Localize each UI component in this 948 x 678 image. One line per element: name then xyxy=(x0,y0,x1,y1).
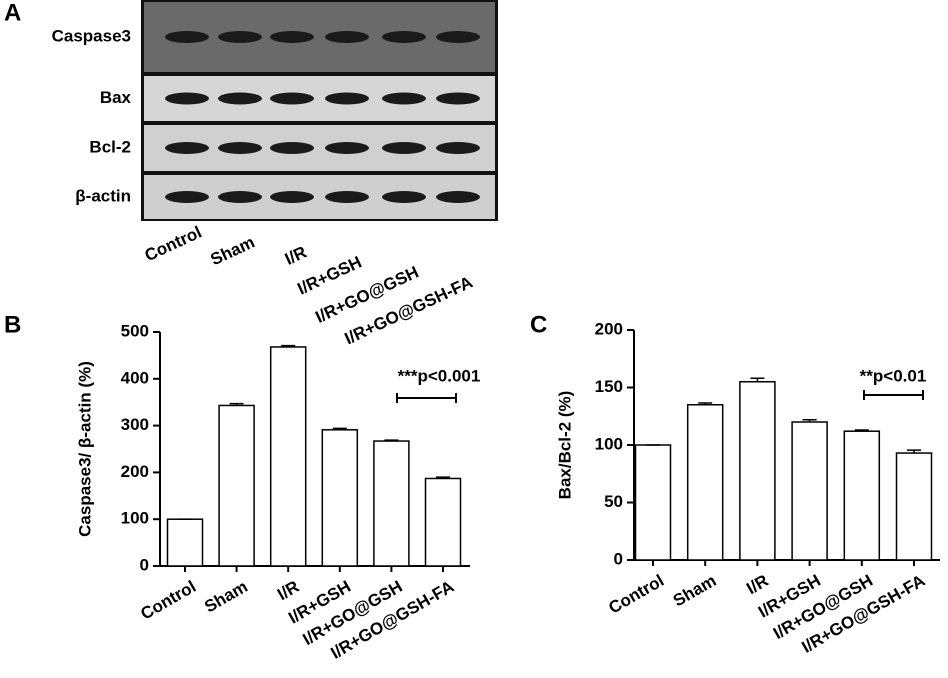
x-tick-label: I/R xyxy=(274,577,302,604)
blot-band xyxy=(270,92,314,105)
y-tick-label: 0 xyxy=(140,555,149,574)
bar xyxy=(269,346,307,567)
blot-band xyxy=(436,31,480,43)
blot-row-label: β-actin xyxy=(75,186,131,205)
x-tick-label: Control xyxy=(605,571,667,618)
bar xyxy=(634,444,672,561)
y-tick-label: 150 xyxy=(595,377,623,396)
blot-band xyxy=(270,31,314,43)
blot-band xyxy=(165,191,209,203)
blot-band xyxy=(165,92,209,105)
error-bar xyxy=(802,418,817,422)
bar xyxy=(218,404,255,567)
error-bar xyxy=(750,377,765,382)
blot-band xyxy=(165,142,209,154)
error-bar xyxy=(384,439,399,442)
blot-band xyxy=(436,92,480,105)
blot-band xyxy=(382,142,426,154)
error-bar xyxy=(698,402,713,405)
panel-label: B xyxy=(4,311,21,338)
annotation: **p<0.01 xyxy=(860,366,927,385)
bar xyxy=(739,381,776,561)
blot-band xyxy=(436,142,480,154)
panel-label: C xyxy=(530,311,547,338)
error-bar xyxy=(436,476,450,479)
y-tick-label: 400 xyxy=(121,368,149,387)
blot-band xyxy=(382,92,426,105)
blot-band xyxy=(325,92,369,105)
error-bar xyxy=(854,429,869,432)
bar xyxy=(686,404,724,561)
y-tick-label: 500 xyxy=(121,321,149,340)
bar xyxy=(373,440,410,567)
x-tick-label: Sham xyxy=(670,571,720,611)
blot-band xyxy=(436,191,480,203)
y-tick-label: 200 xyxy=(121,462,149,481)
y-tick-label: 300 xyxy=(121,415,149,434)
blot-band xyxy=(270,142,314,154)
error-bar xyxy=(332,427,347,430)
significance-bracket xyxy=(863,390,924,400)
x-tick-label: Sham xyxy=(201,577,251,617)
y-axis-label: Caspase3/ β-actin (%) xyxy=(75,361,94,537)
lane-label: Sham xyxy=(208,232,258,269)
blot-band xyxy=(218,31,262,43)
blot-row-label: Bax xyxy=(100,88,132,107)
y-tick-label: 100 xyxy=(595,434,623,453)
annotation: ***p<0.001 xyxy=(398,366,481,385)
y-tick-label: 50 xyxy=(604,492,623,511)
bar xyxy=(895,452,933,561)
blot-band xyxy=(270,191,314,203)
bar xyxy=(843,430,881,561)
y-tick-label: 200 xyxy=(595,319,623,338)
blot-band xyxy=(165,31,209,43)
blot-row-label: Bcl-2 xyxy=(89,137,131,156)
bar xyxy=(166,518,204,567)
blot-row-label: Caspase3 xyxy=(52,26,131,45)
blot-band xyxy=(218,142,262,154)
bar xyxy=(424,477,462,567)
y-axis-label: Bax/Bcl-2 (%) xyxy=(555,391,574,500)
blot-band xyxy=(218,191,262,203)
y-tick-label: 0 xyxy=(614,549,623,568)
blot-band xyxy=(218,92,262,105)
y-tick-label: 100 xyxy=(121,509,149,528)
blot-band xyxy=(325,31,369,43)
blot-band xyxy=(382,191,426,203)
blot-band xyxy=(325,191,369,203)
lane-label: I/R xyxy=(282,242,310,268)
error-bar xyxy=(229,402,244,406)
blot-band xyxy=(382,31,426,43)
error-bar xyxy=(281,344,296,347)
x-tick-label: Control xyxy=(137,577,199,624)
panel-label: A xyxy=(4,0,21,26)
bar xyxy=(791,421,828,561)
x-tick-label: I/R xyxy=(743,571,771,598)
error-bar xyxy=(907,449,921,454)
lane-label: Control xyxy=(142,222,205,265)
bar xyxy=(321,429,359,567)
significance-bracket xyxy=(396,393,457,403)
blot-band xyxy=(325,142,369,154)
